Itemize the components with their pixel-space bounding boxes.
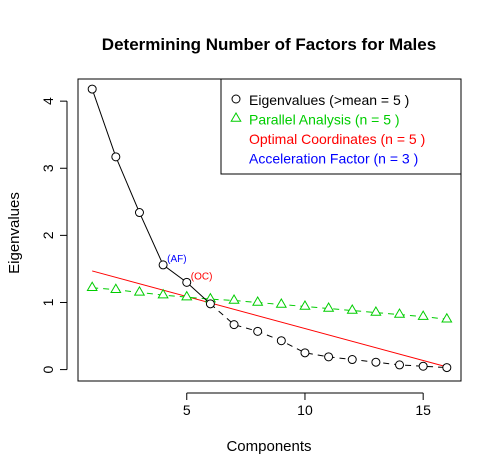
parallel-analysis-point [322, 302, 335, 312]
parallel-analysis-point [133, 285, 146, 296]
eigenvalues-line [91, 88, 211, 305]
x-tick-label: 5 [183, 402, 191, 418]
eigenvalue-point [418, 361, 428, 371]
parallel-analysis-point [181, 290, 193, 301]
eigenvalue-point [229, 320, 239, 330]
eigenvalue-point [253, 326, 263, 336]
parallel-analysis-point [441, 312, 453, 323]
parallel-analysis-point [417, 310, 429, 320]
eigenvalue-point [347, 355, 357, 365]
eigenvalue-point [111, 152, 121, 162]
legend-entry: Acceleration Factor (n = 3 ) [249, 151, 418, 167]
parallel-analysis-point [299, 300, 311, 310]
y-tick-label: 1 [40, 298, 56, 306]
annotation-label: (AF) [167, 254, 186, 265]
eigenvalue-point [300, 348, 310, 358]
eigenvalue-point [134, 208, 144, 218]
parallel-analysis-point [252, 295, 264, 306]
eigenvalue-point [158, 260, 168, 270]
parallel-analysis-point [393, 308, 406, 318]
legend-marker-circle [231, 94, 241, 104]
parallel-analysis-point [370, 306, 382, 316]
y-tick-label: 0 [40, 365, 56, 373]
plot-marks: (AF) (OC) [86, 84, 453, 373]
parallel-analysis-point [110, 283, 122, 293]
parallel-analysis-point [228, 293, 240, 304]
eigenvalue-point [324, 352, 334, 362]
parallel-analysis-point [157, 288, 169, 299]
legend: Eigenvalues (>mean = 5 ) Parallel Analysi… [220, 78, 462, 175]
optimal-coordinates-line [92, 270, 447, 368]
parallel-analysis-line [92, 287, 447, 320]
eigenvalue-point [395, 360, 405, 370]
eigenvalue-point [371, 357, 381, 367]
legend-entry: Eigenvalues (>mean = 5 ) [249, 92, 409, 108]
y-axis-label: Eigenvalues [6, 192, 23, 274]
parallel-analysis-point [346, 304, 358, 314]
x-axis-label: Components [226, 438, 311, 455]
parallel-analysis-point [275, 297, 287, 308]
annotation-label: (OC) [191, 271, 213, 282]
eigenvalue-point [182, 277, 192, 287]
parallel-analysis-point [86, 281, 98, 291]
legend-entry: Parallel Analysis (n = 5 ) [249, 112, 400, 128]
y-tick-label: 3 [40, 164, 56, 172]
x-tick-label: 15 [415, 402, 431, 418]
x-tick-label: 10 [297, 402, 313, 418]
eigenvalue-point [276, 336, 286, 346]
legend-box [220, 78, 462, 175]
eigenvalue-point [87, 84, 97, 94]
chart-title: Determining Number of Factors for Males [102, 35, 436, 54]
legend-entry: Optimal Coordinates (n = 5 ) [249, 131, 425, 147]
eigenvalue-point [442, 363, 452, 373]
eigenvalue-point [205, 299, 215, 309]
y-tick-label: 2 [40, 231, 56, 239]
y-tick-label: 4 [40, 97, 56, 105]
legend-marker-triangle [230, 112, 242, 122]
